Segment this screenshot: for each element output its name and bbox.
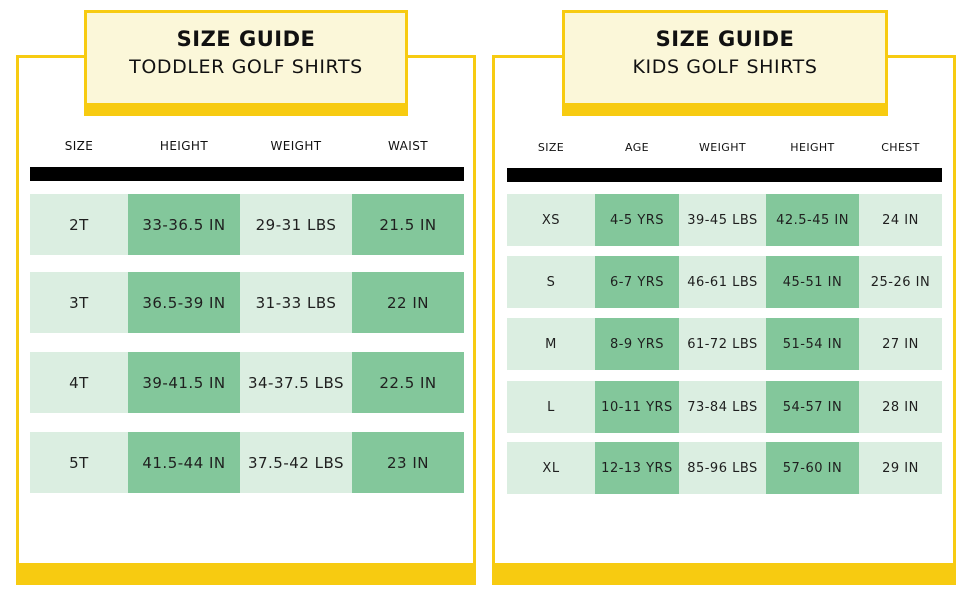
size-cell: XS — [541, 212, 561, 228]
weight-cell: 34-37.5 LBS — [247, 373, 345, 392]
table-row: XL 12-13 YRS 85-96 LBS 57-60 IN 29 IN — [507, 442, 942, 494]
height-cell: 51-54 IN — [766, 318, 859, 370]
age-cell: 12-13 YRS — [595, 442, 679, 494]
height-cell: 45-51 IN — [766, 256, 859, 308]
weight-cell: 37.5-42 LBS — [247, 453, 345, 472]
kids-subtitle: KIDS GOLF SHIRTS — [632, 56, 818, 78]
weight-cell: 31-33 LBS — [255, 293, 337, 312]
table-row: S 6-7 YRS 46-61 LBS 45-51 IN 25-26 IN — [507, 256, 942, 308]
toddler-title-card: SIZE GUIDE TODDLER GOLF SHIRTS — [84, 10, 408, 116]
chest-cell: 27 IN — [882, 336, 919, 352]
chest-cell: 25-26 IN — [870, 274, 931, 290]
header-chest: CHEST — [881, 141, 920, 154]
header-size: SIZE — [64, 139, 94, 153]
waist-cell: 21.5 IN — [352, 194, 464, 255]
table-row: 5T 41.5-44 IN 37.5-42 LBS 23 IN — [30, 432, 464, 493]
table-row: L 10-11 YRS 73-84 LBS 54-57 IN 28 IN — [507, 381, 942, 433]
size-cell: L — [547, 399, 555, 415]
weight-cell: 29-31 LBS — [255, 215, 337, 234]
table-row: 2T 33-36.5 IN 29-31 LBS 21.5 IN — [30, 194, 464, 255]
waist-cell: 22.5 IN — [352, 352, 464, 413]
age-cell: 6-7 YRS — [595, 256, 679, 308]
size-cell: S — [546, 274, 556, 290]
header-bar — [507, 168, 942, 182]
size-cell: 4T — [69, 373, 89, 392]
table-row: M 8-9 YRS 61-72 LBS 51-54 IN 27 IN — [507, 318, 942, 370]
kids-title: SIZE GUIDE — [655, 27, 795, 51]
weight-cell: 61-72 LBS — [687, 336, 758, 352]
size-cell: M — [545, 336, 557, 352]
table-row: 4T 39-41.5 IN 34-37.5 LBS 22.5 IN — [30, 352, 464, 413]
header-size: SIZE — [537, 141, 565, 154]
height-cell: 54-57 IN — [766, 381, 859, 433]
chest-cell: 29 IN — [882, 460, 919, 476]
chest-cell: 24 IN — [882, 212, 919, 228]
height-cell: 33-36.5 IN — [128, 194, 240, 255]
chest-cell: 28 IN — [882, 399, 919, 415]
header-height: HEIGHT — [159, 139, 209, 153]
weight-cell: 85-96 LBS — [687, 460, 758, 476]
table-row: 3T 36.5-39 IN 31-33 LBS 22 IN — [30, 272, 464, 333]
age-cell: 8-9 YRS — [595, 318, 679, 370]
waist-cell: 23 IN — [352, 432, 464, 493]
header-waist: WAIST — [388, 139, 428, 153]
height-cell: 39-41.5 IN — [128, 352, 240, 413]
header-bar — [30, 167, 464, 181]
weight-cell: 73-84 LBS — [687, 399, 758, 415]
header-weight: WEIGHT — [270, 139, 322, 153]
weight-cell: 46-61 LBS — [687, 274, 758, 290]
weight-cell: 39-45 LBS — [687, 212, 758, 228]
size-cell: 5T — [69, 453, 89, 472]
kids-title-card: SIZE GUIDE KIDS GOLF SHIRTS — [562, 10, 888, 116]
age-cell: 10-11 YRS — [595, 381, 679, 433]
waist-cell: 22 IN — [352, 272, 464, 333]
table-row: XS 4-5 YRS 39-45 LBS 42.5-45 IN 24 IN — [507, 194, 942, 246]
size-cell: 3T — [69, 293, 89, 312]
age-cell: 4-5 YRS — [595, 194, 679, 246]
header-weight: WEIGHT — [699, 141, 746, 154]
size-cell: XL — [542, 460, 560, 476]
height-cell: 42.5-45 IN — [766, 194, 859, 246]
header-height: HEIGHT — [790, 141, 835, 154]
toddler-subtitle: TODDLER GOLF SHIRTS — [129, 56, 363, 78]
size-cell: 2T — [69, 215, 89, 234]
height-cell: 57-60 IN — [766, 442, 859, 494]
header-age: AGE — [624, 141, 649, 154]
toddler-title: SIZE GUIDE — [176, 27, 316, 51]
height-cell: 36.5-39 IN — [128, 272, 240, 333]
height-cell: 41.5-44 IN — [128, 432, 240, 493]
